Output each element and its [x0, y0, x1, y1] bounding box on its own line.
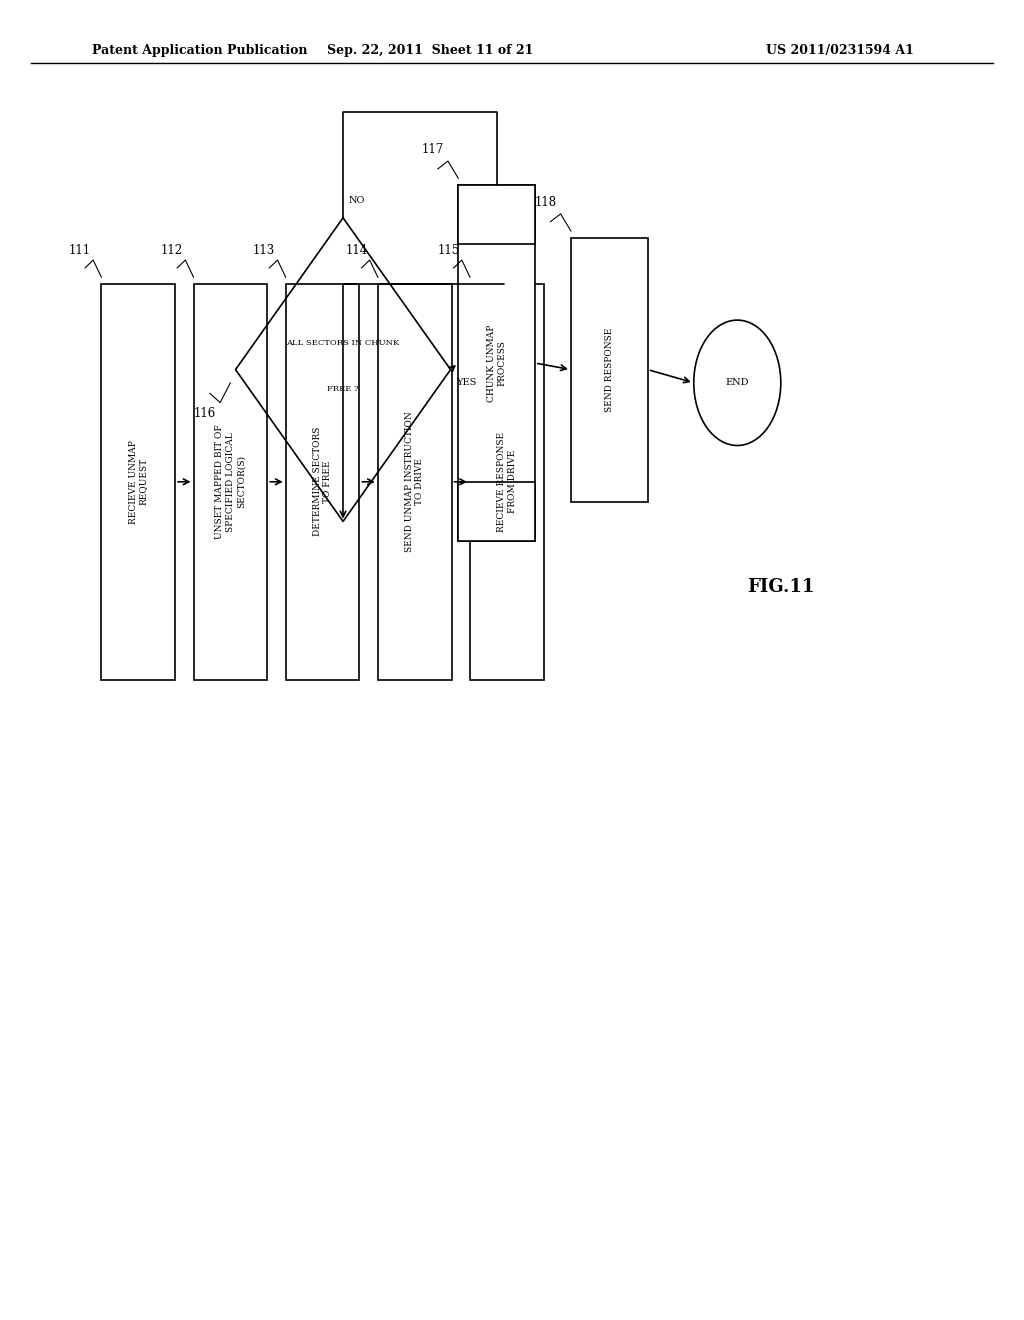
Text: DETERMINE SECTORS
TO FREE: DETERMINE SECTORS TO FREE	[313, 428, 332, 536]
Text: RECIEVE RESPONSE
FROM DRIVE: RECIEVE RESPONSE FROM DRIVE	[498, 432, 516, 532]
Text: Sep. 22, 2011  Sheet 11 of 21: Sep. 22, 2011 Sheet 11 of 21	[327, 44, 534, 57]
Text: 114: 114	[345, 244, 368, 257]
Text: 118: 118	[535, 195, 556, 209]
Text: 111: 111	[69, 244, 91, 257]
Text: UNSET MAPPED BIT OF
SPECIFIED LOGICAL
SECTOR(S): UNSET MAPPED BIT OF SPECIFIED LOGICAL SE…	[215, 425, 246, 539]
Text: Patent Application Publication: Patent Application Publication	[92, 44, 307, 57]
Text: SEND UNMAP INSTRUCTION
TO DRIVE: SEND UNMAP INSTRUCTION TO DRIVE	[406, 412, 424, 552]
Bar	[378, 284, 452, 680]
Text: YES: YES	[456, 379, 476, 387]
Text: FIG.11: FIG.11	[748, 578, 815, 597]
Bar	[459, 185, 535, 541]
Bar	[101, 284, 175, 680]
Bar	[286, 284, 359, 680]
Text: NO: NO	[348, 195, 365, 205]
Text: FREE ?: FREE ?	[328, 385, 358, 393]
Bar	[571, 238, 647, 502]
Text: 116: 116	[194, 407, 216, 420]
Text: 113: 113	[253, 244, 275, 257]
Text: 117: 117	[422, 143, 443, 156]
Text: 112: 112	[161, 244, 183, 257]
Bar	[194, 284, 267, 680]
Text: ALL SECTORS IN CHUNK: ALL SECTORS IN CHUNK	[287, 339, 399, 347]
Text: US 2011/0231594 A1: US 2011/0231594 A1	[766, 44, 913, 57]
Bar	[459, 482, 535, 541]
Bar	[470, 284, 544, 680]
Text: RECIEVE UNMAP
REQUEST: RECIEVE UNMAP REQUEST	[129, 440, 147, 524]
Text: SEND RESPONSE: SEND RESPONSE	[605, 327, 613, 412]
Text: CHUNK UNMAP
PROCESS: CHUNK UNMAP PROCESS	[487, 325, 506, 401]
Ellipse shape	[694, 321, 781, 446]
Bar	[459, 185, 535, 244]
Text: END: END	[726, 379, 749, 387]
Text: 115: 115	[437, 244, 460, 257]
